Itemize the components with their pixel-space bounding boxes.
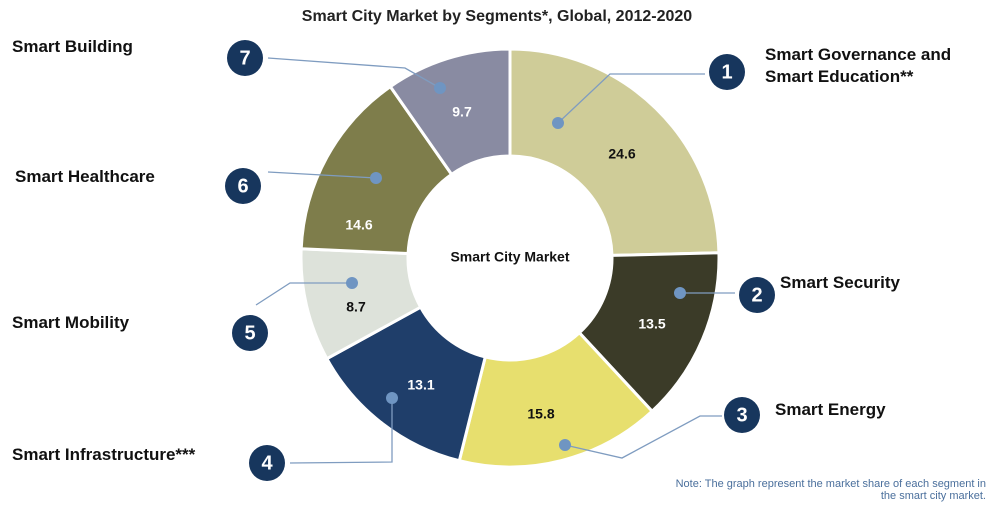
category-label: Smart Healthcare [15,167,155,186]
leader-line [255,282,352,306]
value-label: 15.8 [527,406,554,422]
category-label: Smart Mobility [12,313,130,332]
number-badge [249,445,285,481]
value-label: 14.6 [345,217,372,233]
value-label: 13.1 [407,377,434,393]
category-label: Smart Building [12,37,133,56]
chart-title: Smart City Market by Segments*, Global, … [301,8,693,25]
number-badge [227,40,263,76]
leader-line [557,73,705,124]
number-label: 2 [751,284,762,306]
leader-dot [386,392,398,404]
category-label: Smart Security [780,273,900,292]
category-label: Smart Infrastructure*** [12,445,196,464]
number-label: 7 [239,47,250,69]
value-label: 9.7 [452,104,472,120]
number-badge [709,54,745,90]
number-label: 1 [721,61,732,83]
leader-line [289,398,393,464]
number-badge [739,277,775,313]
leader-dot [674,287,686,299]
number-label: 6 [237,175,248,197]
category-label: Smart Energy [775,400,886,419]
leader-line [267,171,377,179]
category-label: Smart Governance and Smart Education** [765,45,952,86]
leader-line [267,57,441,89]
value-label: 24.6 [608,146,635,162]
number-badge [724,397,760,433]
donut-segment [457,330,655,469]
donut-segment [508,47,721,257]
number-badge [225,168,261,204]
leader-dot [370,172,382,184]
leader-dot [552,117,564,129]
value-label: 13.5 [638,316,665,332]
leader-line [564,415,722,459]
leader-dot [346,277,358,289]
donut-segment [324,305,488,463]
number-label: 3 [736,404,747,426]
donut-segment [388,47,512,177]
leader-dot [559,439,571,451]
note: Note: The graph represent the market sha… [675,478,986,502]
center-label: Smart City Market [450,249,569,265]
leader-dot [434,82,446,94]
number-label: 5 [244,322,255,344]
number-label: 4 [261,452,273,474]
number-badge [232,315,268,351]
value-label: 8.7 [346,299,366,315]
